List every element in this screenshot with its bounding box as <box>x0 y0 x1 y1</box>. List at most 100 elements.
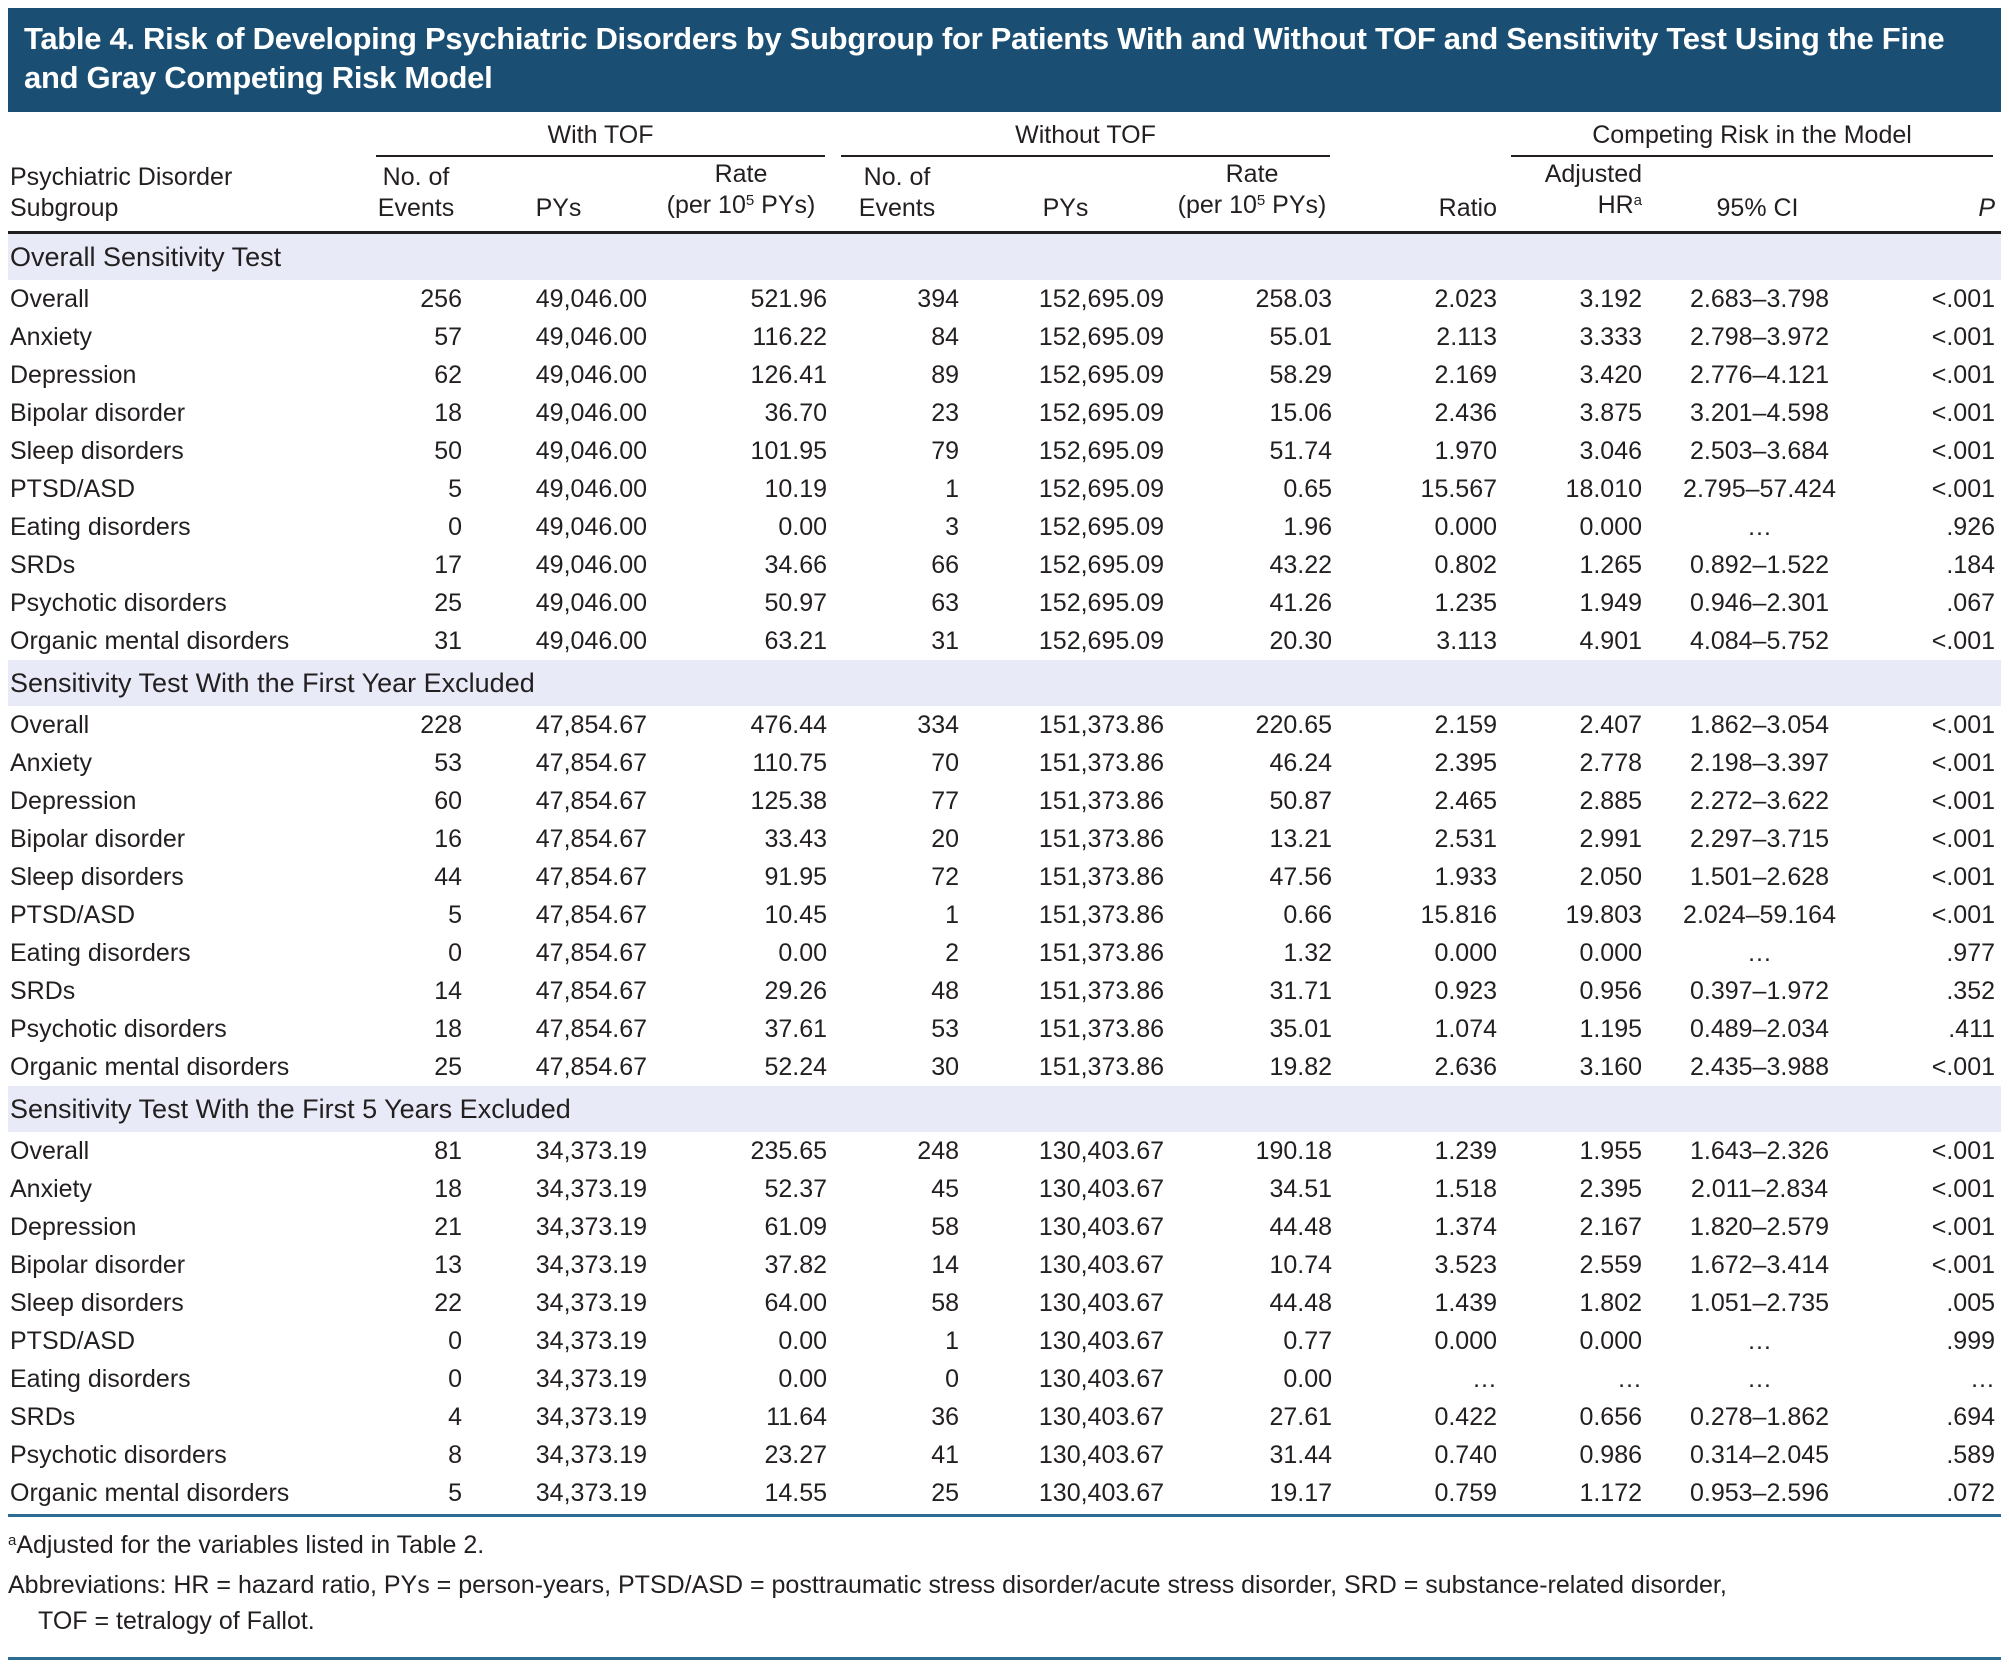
data-cell: 41.26 <box>1269 589 1333 617</box>
data-cell: 1.374 <box>1434 1213 1498 1241</box>
data-cell: 10.74 <box>1269 1251 1333 1279</box>
data-cell: 0.986 <box>1579 1441 1643 1469</box>
data-cell: 14.55 <box>764 1479 828 1507</box>
data-cell: 152,695.09 <box>1038 285 1165 313</box>
data-cell: 2.272–3.622 <box>1690 787 1830 815</box>
data-cell: 58.29 <box>1269 361 1333 389</box>
row-label: Bipolar disorder <box>10 825 186 853</box>
col-header-subgroup: Psychiatric Disorder Subgroup <box>8 157 368 234</box>
data-cell: 0.946–2.301 <box>1690 589 1830 617</box>
data-cell: 3.046 <box>1579 437 1643 465</box>
table-row: Organic mental disorders 31 49,046.00 63.21… <box>8 622 2001 660</box>
table-row: PTSD/ASD 0 34,373.19 0.00 1 130,403.67 0.77 0.0… <box>8 1322 2001 1360</box>
data-cell: 50.97 <box>764 589 828 617</box>
column-header-row: Psychiatric Disorder Subgroup No. of Eve… <box>8 157 2002 234</box>
data-cell: 47,854.67 <box>535 825 647 853</box>
data-cell: 116.22 <box>752 323 828 351</box>
data-cell: <.001 <box>1931 1137 1996 1165</box>
data-cell: 2.113 <box>1436 323 1498 351</box>
table-row: Anxiety 18 34,373.19 52.37 45 130,403.67 34.51… <box>8 1170 2001 1208</box>
data-cell: 43.22 <box>1269 551 1333 579</box>
data-cell: 63.21 <box>764 627 828 655</box>
data-cell: 25 <box>434 589 462 617</box>
data-cell: 152,695.09 <box>1038 551 1165 579</box>
data-cell: 2.395 <box>1579 1175 1643 1203</box>
section-label: Sensitivity Test With the First Year Exc… <box>8 660 2002 706</box>
data-cell: 0.489–2.034 <box>1690 1015 1830 1043</box>
data-cell: 2 <box>945 939 960 967</box>
data-cell: 49,046.00 <box>535 551 647 579</box>
data-cell: 36 <box>931 1403 960 1431</box>
table-row: Eating disorders 0 34,373.19 0.00 0 130,403.6… <box>8 1360 2001 1398</box>
spacer-cell <box>1338 112 1503 157</box>
data-cell: … <box>1747 1365 1773 1393</box>
data-cell: 2.169 <box>1434 361 1498 389</box>
data-cell: 2.024–59.164 <box>1683 901 1836 929</box>
data-cell: .184 <box>1946 551 1996 579</box>
data-cell: 47,854.67 <box>535 901 647 929</box>
table-figure: Table 4. Risk of Developing Psychiatric … <box>8 8 2002 1660</box>
table-row: Depression 60 47,854.67 125.38 77 151,373.86 5… <box>8 782 2001 820</box>
row-label: Overall <box>10 1137 90 1165</box>
data-cell: 47,854.67 <box>535 1053 647 1081</box>
data-cell: 48 <box>931 977 960 1005</box>
data-cell: 2.011–2.834 <box>1690 1175 1829 1203</box>
data-cell: 2.531 <box>1434 825 1498 853</box>
table-row: PTSD/ASD 5 47,854.67 10.45 1 151,373.86 0.66 15… <box>8 896 2001 934</box>
data-cell: .352 <box>1946 977 1996 1005</box>
data-cell: 49,046.00 <box>535 361 647 389</box>
row-label: Organic mental disorders <box>10 627 290 655</box>
data-cell: 1.862–3.054 <box>1690 711 1830 739</box>
group-without-tof-label: Without TOF <box>841 120 1331 157</box>
data-cell: 50.87 <box>1269 787 1333 815</box>
data-cell: 52.37 <box>764 1175 828 1203</box>
table-row: Overall 256 49,046.00 521.96 394 152,695.09 25… <box>8 280 2001 318</box>
data-cell: <.001 <box>1931 711 1996 739</box>
data-cell: 34,373.19 <box>535 1137 647 1165</box>
data-cell: 0.923 <box>1434 977 1498 1005</box>
data-cell: 476.44 <box>750 711 828 739</box>
data-cell: 125.38 <box>750 787 828 815</box>
data-cell: 50 <box>434 437 462 465</box>
data-cell: 49,046.00 <box>535 475 647 503</box>
data-cell: 34.51 <box>1269 1175 1333 1203</box>
data-cell: 152,695.09 <box>1038 361 1165 389</box>
data-cell: 152,695.09 <box>1038 589 1165 617</box>
data-cell: 23 <box>931 399 960 427</box>
data-cell: 29.26 <box>764 977 828 1005</box>
data-cell: 0.00 <box>778 1327 828 1355</box>
data-cell: 2.023 <box>1434 285 1498 313</box>
data-cell: 37.82 <box>764 1251 828 1279</box>
data-cell: 84 <box>931 323 960 351</box>
data-cell: 2.798–3.972 <box>1690 323 1830 351</box>
data-cell: 0.956 <box>1579 977 1643 1005</box>
data-cell: 190.18 <box>1255 1137 1333 1165</box>
data-cell: 0.000 <box>1434 1327 1498 1355</box>
data-cell: 334 <box>917 711 960 739</box>
data-cell: 220.65 <box>1255 711 1333 739</box>
data-cell: 256 <box>420 285 462 313</box>
table-row: SRDs 17 49,046.00 34.66 66 152,695.09 43.22 0.8… <box>8 546 2001 584</box>
data-cell: 0.00 <box>778 939 828 967</box>
data-cell: .072 <box>1946 1479 1996 1507</box>
table-row: PTSD/ASD 5 49,046.00 10.19 1 152,695.09 0.65 15… <box>8 470 2001 508</box>
row-label: Depression <box>10 1213 137 1241</box>
data-cell: 49,046.00 <box>535 323 647 351</box>
data-cell: 1.949 <box>1579 589 1643 617</box>
row-label: Eating disorders <box>10 939 191 967</box>
data-cell: 1.172 <box>1579 1479 1643 1507</box>
data-cell: 0.000 <box>1579 1327 1643 1355</box>
data-cell: 35.01 <box>1269 1015 1333 1043</box>
col-header-events-notof: No. of Events <box>833 157 966 234</box>
col-header-rate-tof: Rate (per 105 PYs) <box>653 157 834 234</box>
data-cell: 152,695.09 <box>1038 513 1165 541</box>
data-cell: 58 <box>931 1213 960 1241</box>
data-cell: 1 <box>945 475 960 503</box>
data-cell: 62 <box>434 361 462 389</box>
table-row: Organic mental disorders 5 34,373.19 14.55 2… <box>8 1474 2001 1512</box>
data-cell: 0 <box>448 513 462 541</box>
data-cell: 130,403.67 <box>1038 1441 1165 1469</box>
row-label: Sleep disorders <box>10 1289 184 1317</box>
data-cell: 30 <box>931 1053 960 1081</box>
data-cell: .694 <box>1946 1403 1996 1431</box>
